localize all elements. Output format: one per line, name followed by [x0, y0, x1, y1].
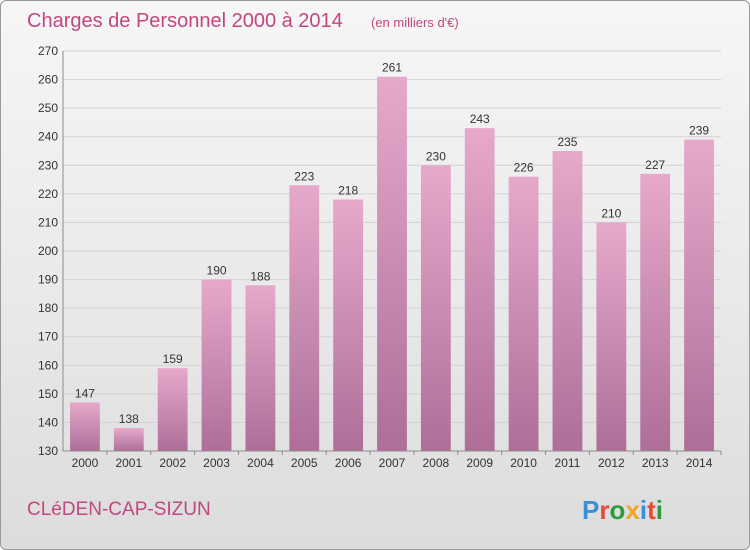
y-tick-label: 260	[38, 73, 58, 87]
bar-2009	[464, 128, 495, 451]
bar-2011	[552, 151, 583, 451]
y-tick-label: 200	[38, 244, 58, 258]
logo-letter: P	[582, 495, 599, 525]
proxiti-logo: Proxiti	[582, 495, 663, 525]
logo-letter: o	[609, 495, 625, 525]
y-tick-label: 270	[38, 44, 58, 58]
y-tick-label: 140	[38, 415, 58, 429]
bar-2008	[420, 165, 451, 452]
y-tick-label: 180	[38, 301, 58, 315]
y-tick-label: 130	[38, 444, 58, 458]
x-tick-label: 2001	[115, 456, 142, 470]
y-tick-label: 150	[38, 387, 58, 401]
x-tick-label: 2012	[598, 456, 625, 470]
value-label: 230	[426, 149, 446, 163]
x-tick-label: 2009	[466, 456, 493, 470]
bar-2003	[201, 279, 232, 451]
y-tick-label: 210	[38, 215, 58, 229]
x-tick-label: 2007	[379, 456, 406, 470]
value-label: 210	[601, 206, 621, 220]
x-tick-label: 2004	[247, 456, 274, 470]
logo-letter: i	[640, 495, 647, 525]
bar-2005	[289, 185, 320, 452]
logo-letter: i	[656, 495, 663, 525]
value-label: 188	[250, 269, 270, 283]
y-tick-label: 160	[38, 358, 58, 372]
bar-2014	[684, 139, 714, 452]
x-tick-label: 2011	[555, 456, 581, 470]
value-label: 239	[689, 124, 709, 138]
bar-2000	[70, 402, 100, 451]
y-tick-label: 220	[38, 187, 58, 201]
logo-letter: x	[625, 495, 640, 525]
x-tick-label: 2003	[203, 456, 230, 470]
value-label: 223	[294, 169, 314, 183]
x-tick-label: 2010	[510, 456, 537, 470]
chart-subtitle: (en milliers d'€)	[371, 15, 459, 30]
bar-2004	[245, 285, 276, 451]
chart-title: Charges de Personnel 2000 à 2014	[27, 10, 343, 32]
value-label: 226	[514, 161, 534, 175]
y-tick-label: 230	[38, 158, 58, 172]
value-label: 218	[338, 184, 358, 198]
bar-2013	[640, 173, 671, 451]
x-tick-label: 2013	[642, 456, 669, 470]
x-tick-label: 2008	[423, 456, 450, 470]
x-tick-label: 2014	[686, 456, 713, 470]
y-tick-label: 250	[38, 101, 58, 115]
value-label: 138	[119, 412, 139, 426]
value-label: 190	[207, 264, 227, 278]
value-label: 147	[75, 386, 95, 400]
bar-2010	[508, 176, 539, 451]
value-label: 227	[645, 158, 665, 172]
bar-2006	[333, 199, 364, 451]
logo-letter: t	[647, 495, 656, 525]
y-tick-label: 190	[38, 273, 58, 287]
x-axis-ticks: 2000 2001 2002 2003 2004 2005 2006 2007 2008 2009…	[72, 451, 722, 470]
y-axis-ticks: 130 140 150 160 170 180 190 200 210 220 230 240 250 2…	[38, 44, 58, 458]
y-tick-label: 170	[38, 330, 58, 344]
bar-2002	[157, 368, 188, 451]
bar-2007	[377, 76, 407, 451]
x-tick-label: 2006	[335, 456, 362, 470]
value-labels: 147 138 159 190 188 223 218 261 230 243 226 235 210 2…	[75, 61, 709, 426]
bar-2012	[596, 222, 627, 451]
y-tick-label: 240	[38, 130, 58, 144]
x-tick-label: 2000	[72, 456, 99, 470]
value-label: 235	[557, 135, 577, 149]
value-label: 159	[163, 352, 183, 366]
x-tick-label: 2002	[159, 456, 186, 470]
bar-2001	[113, 428, 144, 451]
value-label: 243	[470, 112, 490, 126]
logo-letter: r	[599, 495, 609, 525]
commune-name: CLéDEN-CAP-SIZUN	[27, 499, 211, 520]
x-tick-label: 2005	[291, 456, 318, 470]
bars	[70, 76, 714, 452]
value-label: 261	[382, 61, 402, 75]
